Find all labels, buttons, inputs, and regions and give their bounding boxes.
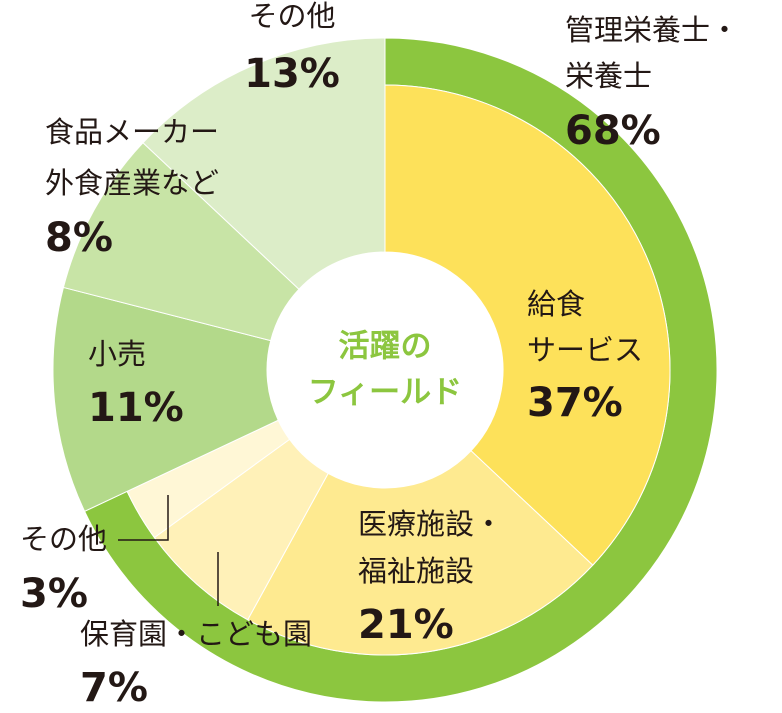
- slice-label: 福祉施設: [358, 554, 474, 588]
- slice-label: 小売: [88, 337, 146, 371]
- value-label: 21%: [358, 602, 454, 648]
- value-label: 68%: [565, 108, 661, 154]
- value-label: 11%: [88, 385, 184, 431]
- slice: [384, 84, 671, 566]
- value-label: 8%: [45, 215, 113, 261]
- slice-label: 給食: [527, 287, 585, 321]
- slice-label: サービス: [527, 333, 643, 367]
- slice-label: 保育園・こども園: [80, 617, 312, 651]
- value-label: 37%: [527, 380, 623, 426]
- slice-label: その他: [20, 522, 107, 556]
- center-label: 活躍の: [339, 329, 432, 365]
- slice-label: 栄養士: [565, 59, 652, 93]
- slice-label: 外食産業など: [45, 166, 219, 200]
- donut: [52, 37, 718, 703]
- value-label: 7%: [80, 665, 148, 711]
- center-label: フィールド: [308, 375, 462, 411]
- slice: [142, 37, 386, 290]
- slice-label: 食品メーカー: [45, 115, 219, 149]
- slice-label: その他: [248, 0, 335, 33]
- callout-line: [118, 495, 169, 541]
- slice-label: 医療施設・: [358, 507, 503, 541]
- value-label: 3%: [20, 571, 88, 617]
- slice-label: 管理栄養士・: [565, 13, 739, 47]
- slice: [52, 286, 279, 513]
- slice: [247, 450, 594, 656]
- value-label: 13%: [244, 51, 340, 97]
